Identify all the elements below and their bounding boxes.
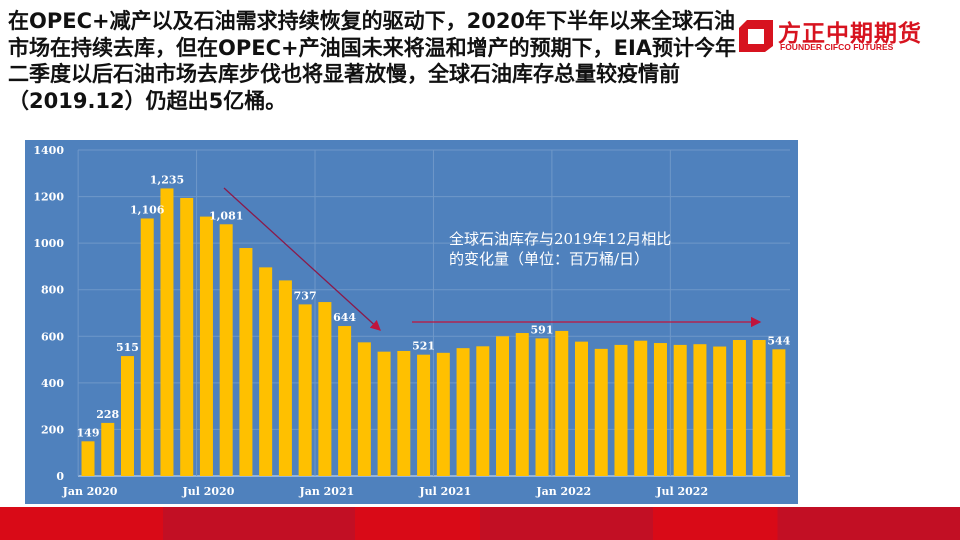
bar-nov-2022 [752, 340, 766, 476]
bar-dec-2021 [535, 338, 549, 476]
y-tick-label: 1200 [33, 191, 64, 204]
bar-jan-2020 [81, 441, 95, 476]
x-tick-label: Jan 2022 [535, 485, 591, 498]
company-logo: 方正中期期货 FOUNDER CIFCO FUTURES [735, 14, 955, 54]
bar-nov-2021 [515, 333, 529, 476]
footer-band [0, 507, 960, 540]
bar-feb-2022 [575, 341, 588, 476]
y-tick-label: 1400 [33, 144, 64, 157]
y-tick-label: 1000 [33, 237, 64, 250]
bar-jul-2022 [673, 344, 687, 476]
bar-mar-2021 [357, 342, 371, 476]
x-tick-label: Jul 2022 [655, 485, 708, 498]
x-tick-label: Jul 2021 [418, 485, 471, 498]
data-label: 737 [294, 289, 317, 302]
slide-title: 在OPEC+减产以及石油需求持续恢复的驱动下，2020年下半年以来全球石油市场在… [8, 9, 737, 113]
bar-jul-2020 [199, 216, 213, 476]
y-tick-label: 0 [56, 470, 64, 483]
data-label: 149 [77, 426, 100, 439]
bar-apr-2021 [377, 351, 391, 476]
data-label: 515 [116, 341, 139, 354]
bar-sep-2021 [476, 346, 490, 476]
data-label: 228 [96, 408, 119, 421]
data-label: 521 [412, 340, 435, 353]
bar-jan-2022 [555, 330, 569, 476]
bar-apr-2022 [614, 344, 628, 476]
data-label: 644 [333, 311, 356, 324]
bar-jun-2021 [417, 354, 431, 476]
bar-aug-2020 [219, 224, 233, 476]
bar-jun-2020 [180, 197, 194, 476]
x-tick-label: Jan 2021 [298, 485, 354, 498]
bar-aug-2021 [456, 348, 470, 476]
logo-cn: 方正中期期货 [778, 21, 922, 47]
bar-may-2020 [160, 188, 174, 476]
data-label: 1,106 [130, 203, 165, 216]
bar-feb-2021 [338, 326, 352, 476]
bar-may-2021 [397, 350, 411, 476]
data-label: 544 [767, 334, 790, 347]
chart-annotation-line2: 的变化量（单位：百万桶/日） [449, 250, 649, 268]
bar-jul-2021 [436, 352, 450, 476]
chart-annotation-line1: 全球石油库存与2019年12月相比 [449, 230, 671, 248]
down-trend-arrow [223, 187, 381, 331]
bar-aug-2022 [693, 344, 707, 476]
x-tick-label: Jan 2020 [62, 485, 118, 498]
y-tick-label: 400 [41, 377, 64, 390]
bar-jun-2022 [653, 343, 667, 476]
data-label: 1,081 [209, 209, 243, 222]
y-tick-label: 800 [41, 284, 64, 297]
x-tick-label: Jul 2020 [182, 485, 235, 498]
y-tick-label: 600 [41, 330, 64, 343]
bar-mar-2022 [594, 348, 608, 476]
bar-apr-2020 [140, 218, 154, 476]
bar-may-2022 [634, 340, 648, 476]
bar-jan-2021 [318, 302, 332, 476]
bar-dec-2020 [298, 304, 312, 476]
bar-sep-2022 [713, 346, 727, 476]
bar-feb-2020 [101, 422, 115, 476]
y-tick-label: 200 [41, 423, 64, 436]
bar-dec-2022 [772, 349, 786, 476]
logo-en: FOUNDER CIFCO FUTURES [780, 42, 894, 52]
logo-mark-icon [739, 20, 773, 52]
bar-sep-2020 [239, 248, 253, 476]
bar-oct-2021 [496, 336, 510, 476]
data-label: 1,235 [150, 173, 184, 186]
bar-oct-2022 [732, 340, 746, 476]
bar-oct-2020 [259, 267, 273, 476]
bar-mar-2020 [120, 356, 134, 476]
data-label: 591 [531, 323, 554, 336]
bar-nov-2020 [278, 280, 292, 476]
